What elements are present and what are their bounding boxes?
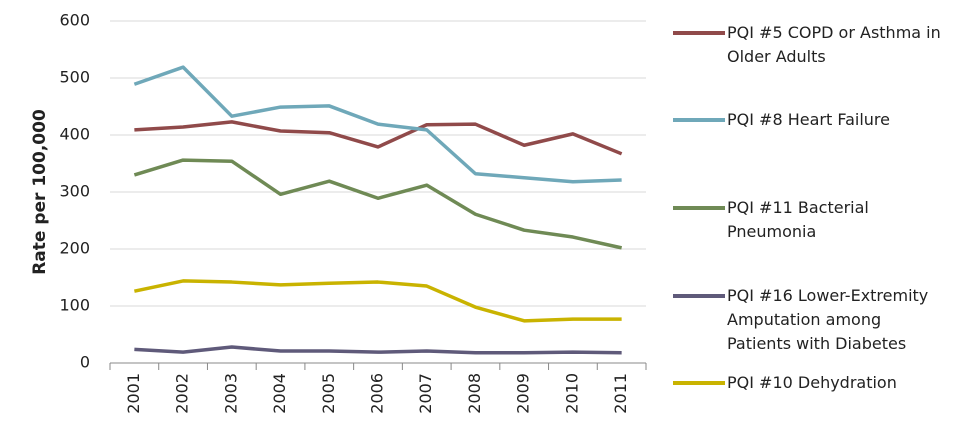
legend-item: PQI #10 Dehydration xyxy=(673,371,953,395)
legend-swatch xyxy=(673,294,725,298)
series-line xyxy=(133,158,623,250)
legend-swatch xyxy=(673,206,725,210)
y-tick-label: 500 xyxy=(59,68,90,87)
x-tick-label: 2003 xyxy=(221,373,240,414)
x-tick-label: 2005 xyxy=(319,373,338,414)
x-tick-label: 2002 xyxy=(173,373,192,414)
chart: Rate per 100,000 0 100 200 300 400 500 600 2001… xyxy=(30,11,647,414)
legend-swatch xyxy=(673,118,725,122)
legend-label: PQI #16 Lower-Extremity Amputation among… xyxy=(727,286,929,353)
x-tick-label: 2008 xyxy=(465,373,484,414)
legend-label: PQI #8 Heart Failure xyxy=(727,110,890,129)
legend-label: PQI #10 Dehydration xyxy=(727,373,897,392)
legend-label: PQI #5 COPD or Asthma in Older Adults xyxy=(727,23,941,66)
series-line xyxy=(134,120,623,156)
y-axis-title: Rate per 100,000 xyxy=(30,109,50,275)
x-tick-label: 2009 xyxy=(514,373,533,414)
y-tick-label: 0 xyxy=(80,353,90,372)
x-tick-label: 2004 xyxy=(270,373,289,414)
legend-item: PQI #16 Lower-Extremity Amputation among… xyxy=(673,284,953,356)
x-tick-label: 2011 xyxy=(611,373,630,414)
legend-swatch xyxy=(673,31,725,35)
y-tick-label: 300 xyxy=(59,182,90,201)
series-line xyxy=(134,345,622,355)
y-tick-label: 400 xyxy=(59,125,90,144)
x-tick-label: 2007 xyxy=(416,373,435,414)
legend-label: PQI #11 Bacterial Pneumonia xyxy=(727,198,869,241)
series-line xyxy=(133,65,622,184)
y-tick-label: 200 xyxy=(59,239,90,258)
legend-item: PQI #11 Bacterial Pneumonia xyxy=(673,196,953,244)
legend-item: PQI #5 COPD or Asthma in Older Adults xyxy=(673,21,953,69)
series-line xyxy=(134,279,622,323)
legend-swatch xyxy=(673,381,725,385)
legend-item: PQI #8 Heart Failure xyxy=(673,108,953,132)
x-tick-label: 2006 xyxy=(368,373,387,414)
x-tick-label: 2001 xyxy=(124,373,143,414)
y-tick-label: 100 xyxy=(59,296,90,315)
x-tick-label: 2010 xyxy=(562,373,581,414)
y-tick-label: 600 xyxy=(59,11,90,30)
